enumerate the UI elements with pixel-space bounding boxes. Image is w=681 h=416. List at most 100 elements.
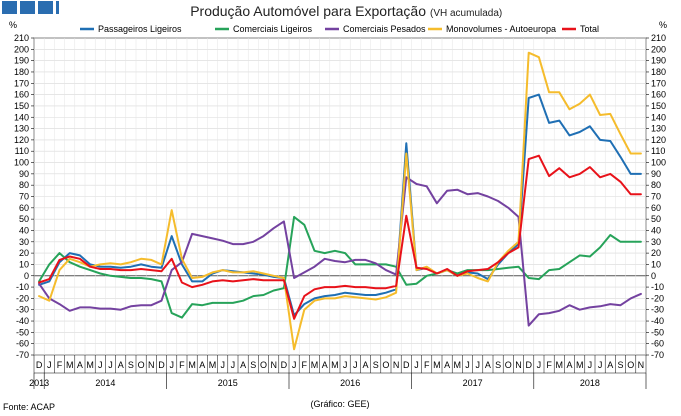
x-month-label: J xyxy=(169,360,174,370)
y-tick-label: 70 xyxy=(651,192,661,202)
logo-block-1 xyxy=(2,1,17,14)
legend-label-2: Comerciais Pesados xyxy=(343,24,426,34)
y-tick-label: -10 xyxy=(651,282,664,292)
y-tick-label: -60 xyxy=(651,339,664,349)
y-tick-label: 100 xyxy=(14,158,29,168)
y-tick-label: 130 xyxy=(14,124,29,134)
x-month-label: S xyxy=(250,360,256,370)
series-line-1 xyxy=(38,215,642,319)
y-tick-label: -70 xyxy=(651,350,664,360)
x-month-label: S xyxy=(617,360,623,370)
x-month-label: J xyxy=(231,360,236,370)
y-tick-label: 20 xyxy=(19,248,29,258)
y-tick-label: -20 xyxy=(651,293,664,303)
x-month-label: S xyxy=(128,360,134,370)
y-tick-label: 170 xyxy=(14,78,29,88)
legend: Passageiros Ligeiros Comerciais Ligeiros C… xyxy=(80,24,599,34)
x-month-label: A xyxy=(240,360,246,370)
y-tick-label: -70 xyxy=(16,350,29,360)
y-tick-label: -30 xyxy=(16,305,29,315)
y-tick-label: 30 xyxy=(651,237,661,247)
x-month-label: J xyxy=(343,360,348,370)
x-month-label: N xyxy=(270,360,277,370)
x-month-label: J xyxy=(98,360,103,370)
x-month-label: J xyxy=(220,360,225,370)
x-month-label: J xyxy=(588,360,593,370)
y-tick-label: 160 xyxy=(651,90,666,100)
x-month-label: F xyxy=(179,360,185,370)
series-line-2 xyxy=(38,176,642,327)
logo-block-3 xyxy=(38,1,53,14)
x-month-label: A xyxy=(199,360,205,370)
y-tick-label: 30 xyxy=(19,237,29,247)
y-tick-label: 20 xyxy=(651,248,661,258)
y-tick-label: -50 xyxy=(16,327,29,337)
y-tick-label: 130 xyxy=(651,124,666,134)
x-month-label: J xyxy=(465,360,470,370)
x-month-label: O xyxy=(260,360,267,370)
x-month-label: S xyxy=(373,360,379,370)
legend-label-1: Comerciais Ligeiros xyxy=(233,24,313,34)
chart-title: Produção Automóvel para Exportação xyxy=(190,3,426,19)
y-tick-label: -30 xyxy=(651,305,664,315)
y-tick-label: 0 xyxy=(24,271,29,281)
y-tick-label: 200 xyxy=(651,44,666,54)
x-month-label: F xyxy=(424,360,430,370)
y-tick-label: 70 xyxy=(19,192,29,202)
x-month-label: M xyxy=(209,360,217,370)
y-axis-left-unit: % xyxy=(9,20,17,30)
x-month-label: A xyxy=(322,360,328,370)
x-year-label: 2014 xyxy=(95,378,115,388)
logo-block-4 xyxy=(56,1,59,14)
y-tick-label: 50 xyxy=(19,214,29,224)
x-month-label: D xyxy=(525,360,532,370)
y-tick-label: 50 xyxy=(651,214,661,224)
y-tick-label: -40 xyxy=(651,316,664,326)
x-month-label: O xyxy=(138,360,145,370)
x-month-label: J xyxy=(108,360,113,370)
y-tick-label: 90 xyxy=(651,169,661,179)
x-month-label: A xyxy=(607,360,613,370)
y-tick-label: 210 xyxy=(14,33,29,43)
x-month-label: F xyxy=(57,360,63,370)
x-month-label: O xyxy=(382,360,389,370)
y-tick-label: 80 xyxy=(19,180,29,190)
x-month-label: A xyxy=(444,360,450,370)
x-month-label: J xyxy=(475,360,480,370)
legend-label-4: Total xyxy=(580,24,599,34)
x-month-label: A xyxy=(566,360,572,370)
y-tick-label: 190 xyxy=(651,56,666,66)
y-tick-label: 110 xyxy=(15,146,29,156)
x-month-label: N xyxy=(148,360,155,370)
x-year-label: 2017 xyxy=(463,378,483,388)
series-line-3 xyxy=(38,51,642,351)
x-month-label: D xyxy=(281,360,288,370)
x-month-label: A xyxy=(77,360,83,370)
y-tick-label: 90 xyxy=(19,169,29,179)
y-tick-label: -60 xyxy=(16,339,29,349)
x-month-label: J xyxy=(598,360,603,370)
y-tick-label: 60 xyxy=(651,203,661,213)
y-tick-label: -50 xyxy=(651,327,664,337)
y-tick-label: 120 xyxy=(14,135,29,145)
series-line-0 xyxy=(38,93,642,317)
y-tick-label: 140 xyxy=(14,112,29,122)
x-month-label: J xyxy=(537,360,542,370)
x-month-label: F xyxy=(302,360,308,370)
logo-block-2 xyxy=(20,1,35,14)
x-year-label: 2013 xyxy=(29,378,49,388)
x-month-label: M xyxy=(454,360,462,370)
y-tick-label: -20 xyxy=(16,293,29,303)
x-month-label: D xyxy=(36,360,43,370)
x-month-label: O xyxy=(627,360,634,370)
x-month-label: D xyxy=(158,360,165,370)
y-tick-label: 10 xyxy=(19,259,29,269)
y-tick-label: 40 xyxy=(19,225,29,235)
y-tick-label: -10 xyxy=(16,282,29,292)
y-tick-label: 180 xyxy=(14,67,29,77)
x-month-label: J xyxy=(292,360,297,370)
y-tick-label: 10 xyxy=(651,259,661,269)
